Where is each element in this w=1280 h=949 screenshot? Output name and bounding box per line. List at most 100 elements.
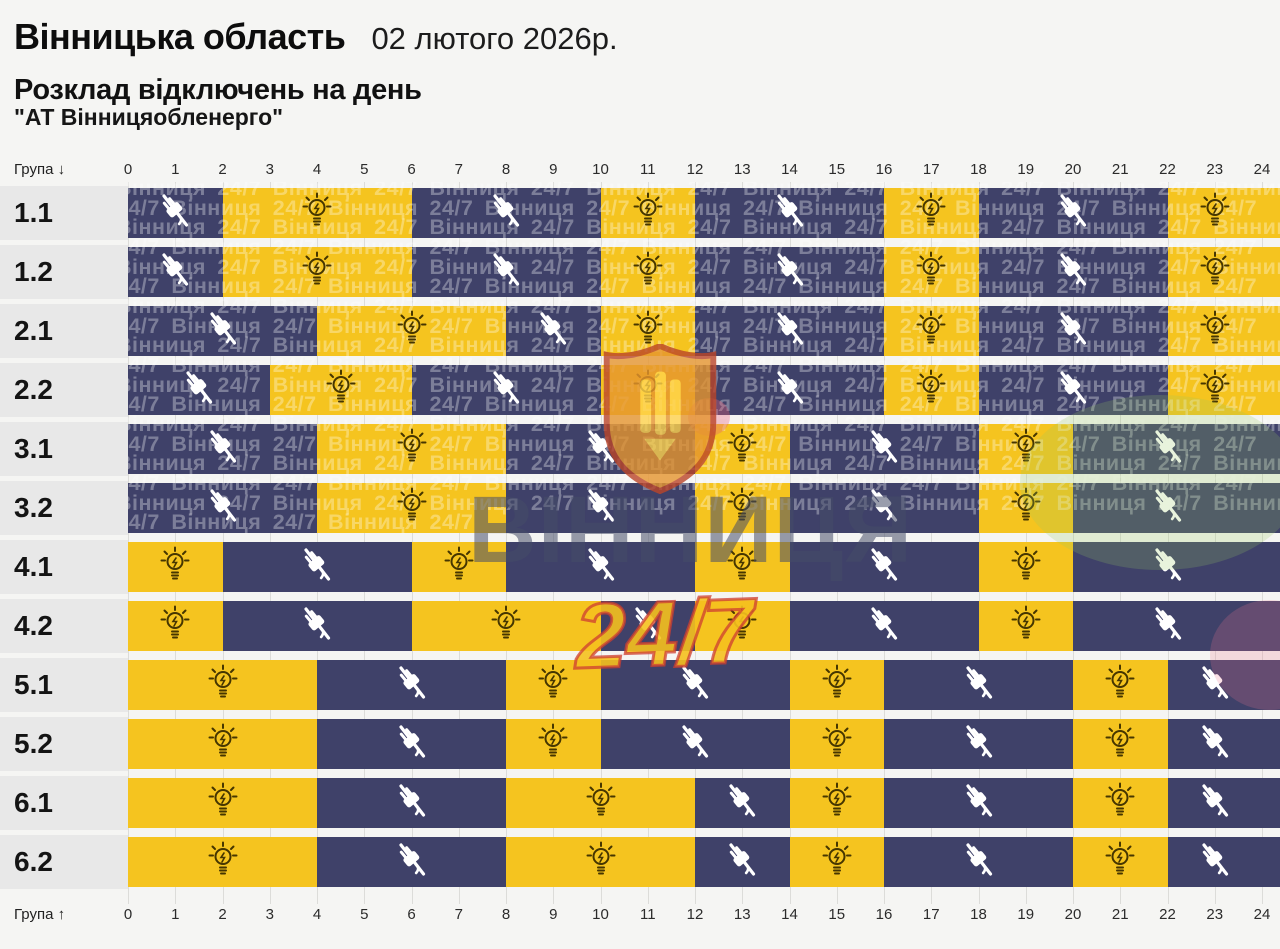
- segment-1.1-12-16-off: [695, 188, 884, 238]
- hour-label-0: 0: [123, 906, 133, 923]
- hour-label-24: 24: [1253, 161, 1271, 178]
- hour-label-11: 11: [639, 906, 656, 923]
- hour-label-6: 6: [407, 161, 416, 178]
- segment-2.1-8-10-off: [506, 306, 601, 356]
- segment-4.2-20-24-off: [1073, 601, 1280, 651]
- segment-2.1-22-24-on: [1167, 306, 1280, 356]
- segment-6.2-16-20-off: [884, 837, 1073, 887]
- segment-1.2-2-6-on: [222, 247, 412, 297]
- segment-4.1-8-12-off: [506, 542, 695, 592]
- group-axis-label-bottom: Група ↑: [14, 906, 66, 923]
- segment-1.1-10-12-on: [600, 188, 695, 238]
- segment-6.1-16-20-off: [884, 778, 1073, 828]
- group-label-5.2: 5.2: [0, 717, 128, 771]
- segment-6.1-12-14-off: [695, 778, 790, 828]
- timeline-band-5.2: [128, 719, 1280, 769]
- hour-label-1: 1: [171, 161, 180, 178]
- hour-label-19: 19: [1017, 906, 1035, 923]
- timeline-band-2.1: [128, 306, 1280, 356]
- chart-body: 1.1 1.2 2.1 2.2 3.1 3.2 4.1 4.2 5.1 5.2 6.1 6.2 Він…: [0, 182, 1280, 904]
- hour-label-7: 7: [454, 906, 463, 923]
- schedule-row-6.1: 6.1: [0, 776, 1280, 837]
- hour-label-23: 23: [1206, 161, 1224, 178]
- timeline-band-6.2: [128, 837, 1280, 887]
- segment-6.1-20-22-on: [1073, 778, 1168, 828]
- segment-2.2-12-16-off: [695, 365, 884, 415]
- hour-label-22: 22: [1159, 161, 1176, 178]
- hour-label-10: 10: [592, 906, 609, 923]
- segment-5.1-20-22-on: [1073, 660, 1168, 710]
- segment-4.1-6-8-on: [411, 542, 506, 592]
- segment-5.1-8-10-on: [506, 660, 601, 710]
- hour-label-17: 17: [922, 906, 940, 923]
- hour-label-10: 10: [592, 161, 609, 178]
- segment-4.1-12-14-on: [695, 542, 790, 592]
- segment-3.1-0-4-off: [128, 424, 317, 474]
- timeline-band-5.1: [128, 660, 1280, 710]
- hour-label-4: 4: [312, 906, 322, 923]
- hour-label-18: 18: [970, 161, 987, 178]
- segment-6.2-4-8-off: [317, 837, 506, 887]
- segment-4.2-10-12-off: [600, 601, 695, 651]
- timeline-band-3.2: [128, 483, 1280, 533]
- segment-4.1-0-2-on: [128, 542, 223, 592]
- group-label-3.2: 3.2: [0, 481, 128, 535]
- schedule-date: 02 лютого 2026р.: [371, 21, 618, 56]
- segment-2.1-16-18-on: [884, 306, 979, 356]
- segment-1.1-0-2-off: [128, 188, 223, 238]
- segment-1.2-0-2-off: [128, 247, 223, 297]
- hour-label-8: 8: [501, 906, 511, 923]
- segment-3.1-20-24-off: [1073, 424, 1280, 474]
- hour-label-18: 18: [970, 906, 987, 923]
- segment-3.2-4-8-on: [317, 483, 506, 533]
- hour-label-23: 23: [1206, 906, 1224, 923]
- segment-2.2-18-22-off: [978, 365, 1168, 415]
- hour-label-7: 7: [454, 161, 463, 178]
- segment-5.2-4-8-off: [317, 719, 506, 769]
- hour-label-14: 14: [781, 906, 798, 923]
- segment-5.2-22-24-off: [1167, 719, 1280, 769]
- schedule-row-3.1: 3.1: [0, 422, 1280, 483]
- segment-4.1-18-20-on: [978, 542, 1073, 592]
- hour-label-21: 21: [1111, 161, 1129, 178]
- segment-5.1-4-8-off: [317, 660, 506, 710]
- segment-6.2-14-16-on: [789, 837, 884, 887]
- segment-2.2-16-18-on: [884, 365, 979, 415]
- segment-6.2-20-22-on: [1073, 837, 1168, 887]
- timeline-band-1.2: [128, 247, 1280, 297]
- segment-1.2-18-22-off: [978, 247, 1168, 297]
- hour-label-0: 0: [123, 161, 133, 178]
- hour-label-14: 14: [781, 161, 798, 178]
- group-label-2.1: 2.1: [0, 304, 128, 358]
- segment-3.1-14-18-off: [789, 424, 979, 474]
- timeline-band-6.1: [128, 778, 1280, 828]
- hour-label-11: 11: [639, 161, 656, 178]
- group-axis-label-top: Група ↓: [14, 161, 66, 178]
- segment-4.1-2-6-off: [222, 542, 412, 592]
- hour-label-6: 6: [407, 906, 416, 923]
- group-label-6.1: 6.1: [0, 776, 128, 830]
- segment-5.1-14-16-on: [789, 660, 884, 710]
- segment-6.1-22-24-off: [1167, 778, 1280, 828]
- segment-4.2-2-6-off: [222, 601, 412, 651]
- segment-1.2-22-24-on: [1167, 247, 1280, 297]
- segment-4.2-0-2-on: [128, 601, 223, 651]
- schedule-row-5.1: 5.1: [0, 658, 1280, 719]
- page-title: Вінницька область: [14, 16, 346, 57]
- segment-3.2-18-20-on: [978, 483, 1073, 533]
- segment-5.2-10-14-off: [600, 719, 790, 769]
- segment-2.2-6-10-off: [411, 365, 601, 415]
- segment-4.1-20-24-off: [1073, 542, 1280, 592]
- segment-5.1-0-4-on: [128, 660, 317, 710]
- segment-5.1-10-14-off: [600, 660, 790, 710]
- segment-6.2-0-4-on: [128, 837, 317, 887]
- segment-6.2-22-24-off: [1167, 837, 1280, 887]
- segment-2.1-4-8-on: [317, 306, 506, 356]
- schedule-row-1.1: 1.1: [0, 186, 1280, 247]
- hour-label-13: 13: [733, 906, 751, 923]
- segment-4.2-6-10-on: [411, 601, 601, 651]
- segment-5.2-14-16-on: [789, 719, 884, 769]
- timeline-band-4.1: [128, 542, 1280, 592]
- schedule-row-6.2: 6.2: [0, 835, 1280, 896]
- segment-3.2-12-14-on: [695, 483, 790, 533]
